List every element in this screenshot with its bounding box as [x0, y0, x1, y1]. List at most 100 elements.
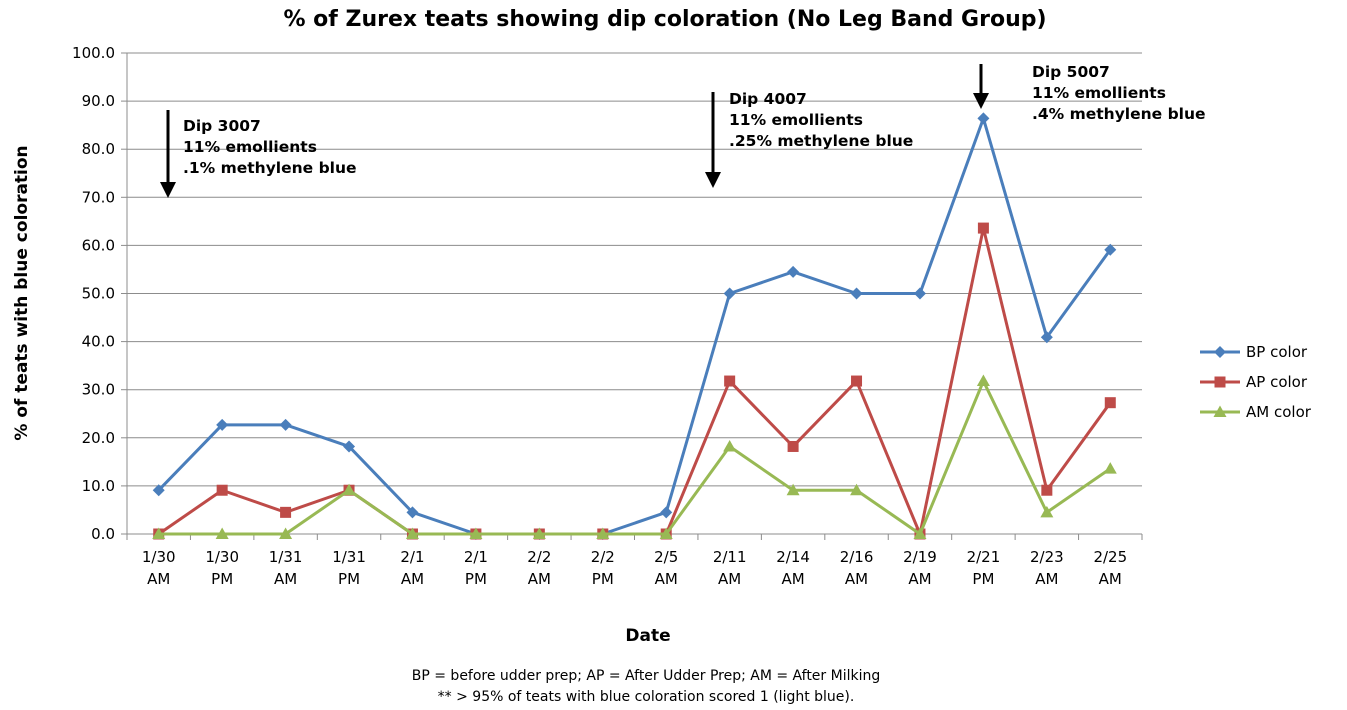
x-tick-label: 2/2 — [591, 548, 615, 566]
annotation-line: Dip 4007 — [729, 90, 807, 108]
x-tick-label: PM — [592, 570, 614, 588]
y-tick-label: 0.0 — [91, 525, 115, 543]
data-point — [850, 483, 864, 496]
annotation-line: Dip 5007 — [1032, 63, 1110, 81]
annotation-line: .1% methylene blue — [183, 159, 357, 177]
x-tick-label: AM — [528, 570, 551, 588]
data-point — [152, 527, 166, 539]
data-point — [659, 527, 673, 539]
x-tick-label: 1/31 — [269, 548, 303, 566]
annotation-line: 11% emollients — [729, 111, 863, 129]
series-lines — [152, 112, 1117, 540]
x-tick-label: 2/21 — [967, 548, 1001, 566]
x-tick-label: 2/16 — [840, 548, 874, 566]
data-point — [1041, 484, 1053, 496]
x-tick-label: AM — [274, 570, 297, 588]
data-point — [1214, 376, 1226, 388]
y-tick-label: 10.0 — [82, 477, 115, 495]
data-point — [851, 375, 863, 387]
x-tick-label: 2/1 — [400, 548, 424, 566]
annotation-line: .25% methylene blue — [729, 132, 913, 150]
x-tick-label: 1/31 — [332, 548, 366, 566]
data-point — [787, 265, 800, 278]
data-point — [850, 287, 863, 300]
data-point — [216, 484, 228, 496]
data-point — [977, 222, 989, 234]
x-tick-label: AM — [781, 570, 804, 588]
data-point — [280, 506, 292, 518]
x-tick-label: 2/5 — [654, 548, 678, 566]
annotation-line: 11% emollients — [183, 138, 317, 156]
x-tick-label: 2/25 — [1093, 548, 1127, 566]
x-tick-label: 1/30 — [205, 548, 239, 566]
x-tick-label: AM — [655, 570, 678, 588]
x-tick-label: 1/30 — [142, 548, 176, 566]
data-point — [660, 506, 673, 519]
arrow-head-dip3007 — [160, 182, 176, 198]
data-point — [913, 527, 927, 539]
data-point — [279, 527, 293, 539]
x-tick-label: 2/19 — [903, 548, 937, 566]
y-axis-title: % of teats with blue coloration — [12, 145, 32, 440]
x-tick-label: AM — [1099, 570, 1122, 588]
data-point — [1213, 405, 1227, 417]
data-point — [1040, 331, 1053, 344]
x-axis: 1/30 AM 1/30 PM 1/31 AM 1/31 PM 2/1 AM 2/1 PM 2/2 AM 2… — [126, 533, 1143, 588]
x-tick-label: 2/2 — [527, 548, 551, 566]
data-point — [1104, 243, 1117, 256]
y-axis: 0.0 10.0 20.0 30.0 40.0 50.0 60.0 70.0 80.0 90.0 1… — [72, 44, 128, 543]
series-am-color — [152, 374, 1117, 539]
data-point — [532, 527, 546, 539]
x-tick-label: 2/14 — [776, 548, 810, 566]
y-tick-label: 80.0 — [82, 140, 115, 158]
x-tick-label: PM — [465, 570, 487, 588]
data-point — [1104, 397, 1116, 409]
legend: BP color AP color AM color — [1200, 343, 1312, 421]
gridlines — [127, 52, 1142, 487]
x-tick-label: 2/11 — [713, 548, 747, 566]
x-tick-label: 2/23 — [1030, 548, 1064, 566]
data-point — [216, 418, 229, 431]
chart-title: % of Zurex teats showing dip coloration … — [283, 7, 1046, 32]
data-point — [724, 375, 736, 387]
x-tick-label: AM — [401, 570, 424, 588]
annotation-line: Dip 3007 — [183, 117, 261, 135]
arrow-head-dip5007 — [973, 93, 989, 109]
legend-label: BP color — [1246, 343, 1308, 361]
data-point — [723, 439, 737, 452]
x-tick-label: AM — [1035, 570, 1058, 588]
x-tick-label: AM — [718, 570, 741, 588]
x-tick-label: PM — [211, 570, 233, 588]
legend-label: AM color — [1246, 403, 1312, 421]
data-point — [786, 483, 800, 496]
data-point — [469, 527, 483, 539]
data-point — [1214, 346, 1226, 358]
data-point — [976, 374, 990, 387]
footnote-scoring: ** > 95% of teats with blue coloration s… — [438, 689, 855, 705]
y-tick-label: 30.0 — [82, 381, 115, 399]
y-tick-label: 70.0 — [82, 188, 115, 206]
y-tick-label: 60.0 — [82, 236, 115, 254]
x-axis-title: Date — [625, 626, 670, 646]
series-line — [157, 116, 1112, 536]
x-tick-label: AM — [908, 570, 931, 588]
y-tick-label: 100.0 — [72, 44, 115, 62]
annotation-line: 11% emollients — [1032, 84, 1166, 102]
data-point — [723, 287, 736, 300]
series-line — [158, 379, 1112, 536]
series-line — [157, 226, 1112, 536]
data-point — [279, 418, 292, 431]
y-tick-label: 20.0 — [82, 429, 115, 447]
data-point — [152, 484, 165, 497]
data-point — [1040, 505, 1054, 518]
data-point — [215, 527, 229, 539]
data-point — [913, 287, 926, 300]
x-tick-label: PM — [338, 570, 360, 588]
series-ap-color — [153, 222, 1116, 540]
legend-label: AP color — [1246, 373, 1308, 391]
x-tick-label: AM — [845, 570, 868, 588]
data-point — [406, 506, 419, 519]
footnote-abbreviations: BP = before udder prep; AP = After Udder… — [412, 668, 881, 684]
x-tick-label: 2/1 — [464, 548, 488, 566]
